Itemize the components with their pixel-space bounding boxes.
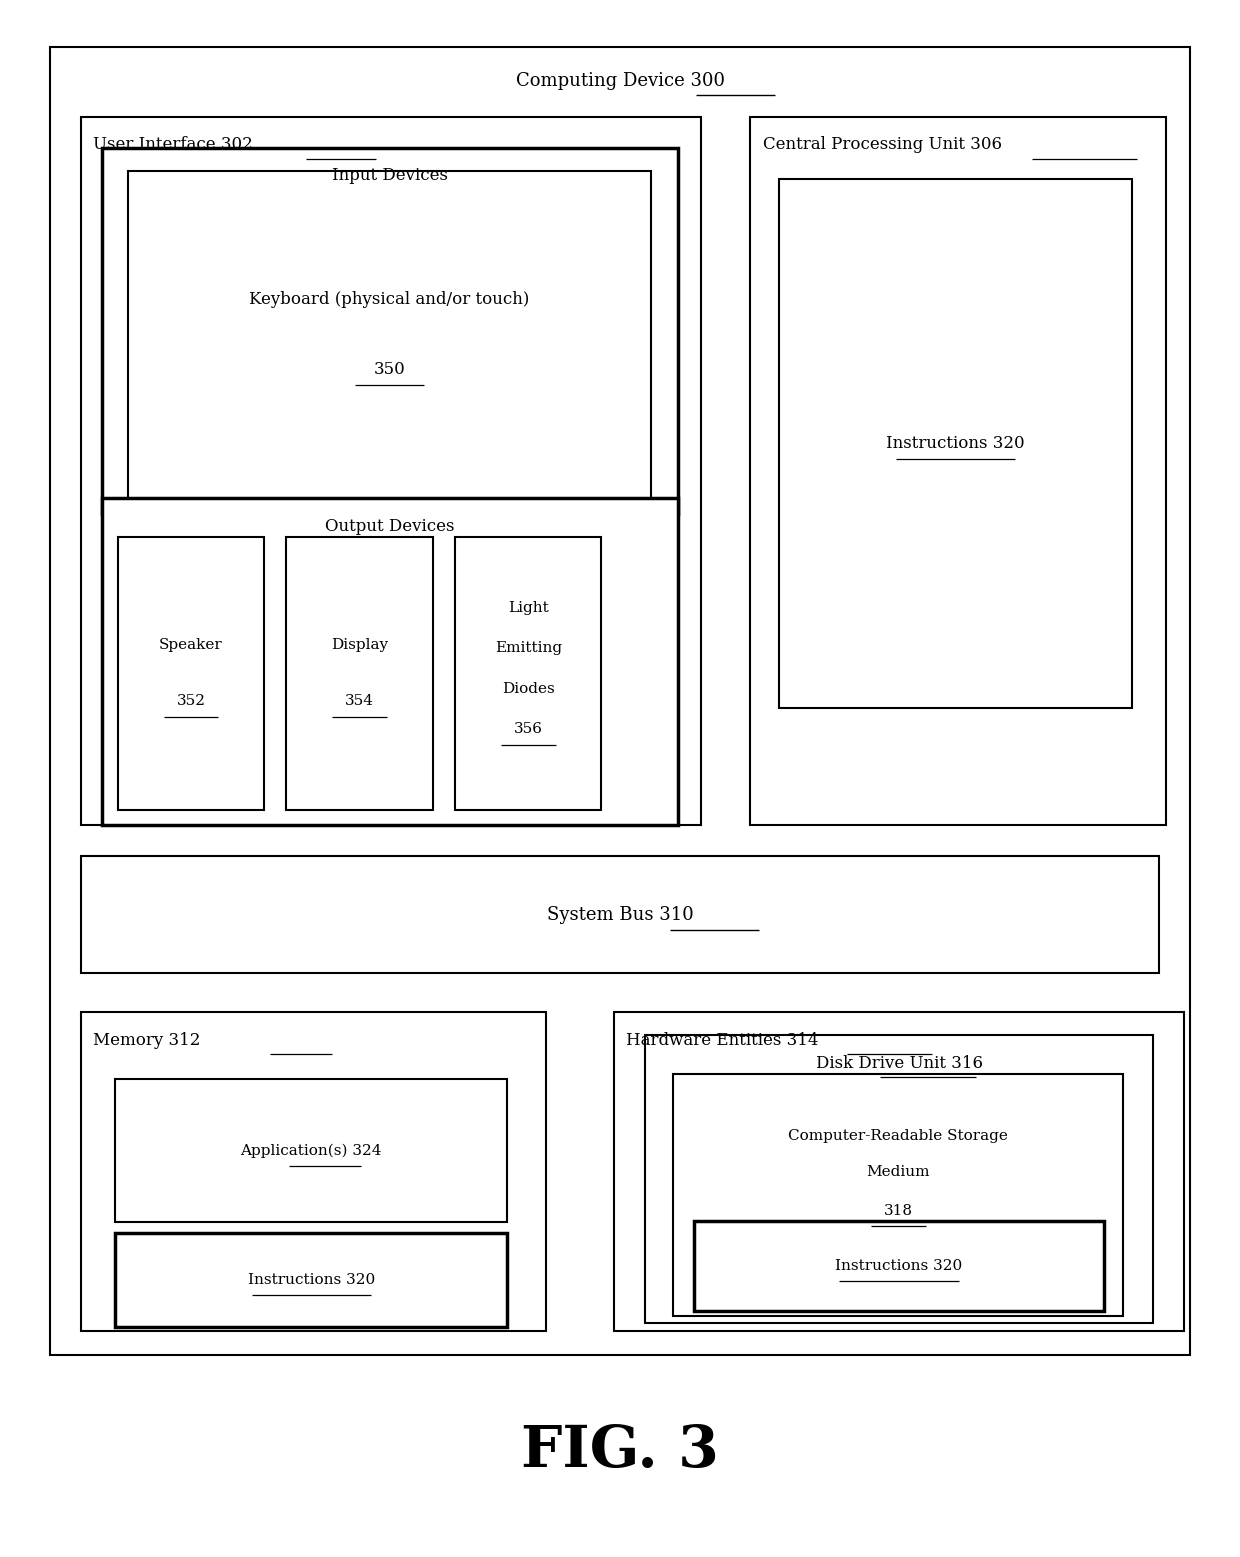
Bar (81, 117, 701, 825)
Text: 352: 352 (176, 694, 206, 708)
Bar (673, 1074, 1123, 1316)
Text: System Bus 310: System Bus 310 (547, 906, 693, 923)
Text: Central Processing Unit 306: Central Processing Unit 306 (763, 137, 1002, 153)
Text: Medium: Medium (867, 1165, 930, 1179)
Text: Computer-Readable Storage: Computer-Readable Storage (789, 1129, 1008, 1143)
Text: Computing Device 300: Computing Device 300 (516, 72, 724, 90)
Text: 356: 356 (513, 722, 543, 736)
Bar (81, 856, 1159, 973)
Bar (779, 179, 1132, 708)
Text: Instructions 320: Instructions 320 (887, 436, 1024, 452)
Text: Light: Light (508, 601, 548, 615)
Text: 354: 354 (345, 694, 374, 708)
Text: Hardware Entities 314: Hardware Entities 314 (626, 1032, 818, 1048)
Text: 318: 318 (884, 1204, 913, 1218)
Bar (115, 1079, 507, 1222)
Bar (128, 171, 651, 506)
Bar (694, 1221, 1104, 1311)
Bar (118, 537, 264, 810)
Bar (115, 1233, 507, 1327)
Text: FIG. 3: FIG. 3 (521, 1423, 719, 1479)
Text: User Interface 302: User Interface 302 (93, 137, 253, 153)
Bar (645, 1035, 1153, 1323)
Bar (50, 47, 1190, 1355)
Bar (102, 498, 678, 825)
Text: Application(s) 324: Application(s) 324 (241, 1143, 382, 1158)
Bar (750, 117, 1166, 825)
Text: Keyboard (physical and/or touch): Keyboard (physical and/or touch) (249, 291, 529, 308)
Text: Memory 312: Memory 312 (93, 1032, 201, 1048)
Bar (455, 537, 601, 810)
Text: Disk Drive Unit 316: Disk Drive Unit 316 (816, 1056, 982, 1071)
Text: Emitting: Emitting (495, 641, 562, 655)
Text: Diodes: Diodes (502, 682, 554, 696)
Text: Speaker: Speaker (159, 638, 223, 652)
Bar (286, 537, 433, 810)
Text: Display: Display (331, 638, 388, 652)
Text: Instructions 320: Instructions 320 (248, 1274, 374, 1286)
Bar (81, 1012, 546, 1331)
Text: Output Devices: Output Devices (325, 518, 455, 534)
Text: 350: 350 (373, 361, 405, 378)
Text: Input Devices: Input Devices (332, 168, 448, 184)
Bar (614, 1012, 1184, 1331)
Bar (102, 148, 678, 514)
Text: Instructions 320: Instructions 320 (836, 1260, 962, 1272)
